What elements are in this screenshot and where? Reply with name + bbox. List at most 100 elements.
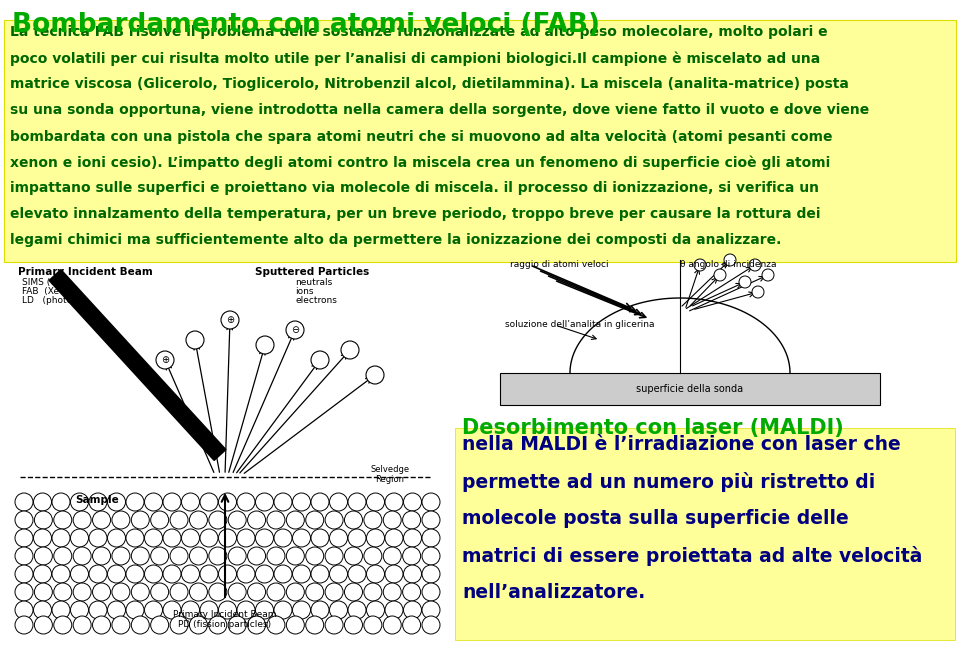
Circle shape: [403, 601, 421, 619]
Circle shape: [228, 511, 246, 529]
Circle shape: [181, 529, 200, 547]
Circle shape: [422, 493, 440, 511]
Circle shape: [422, 583, 440, 601]
Text: neutrals: neutrals: [295, 278, 332, 287]
Text: ⊖: ⊖: [291, 325, 300, 335]
Text: Primary Incident Beam: Primary Incident Beam: [18, 267, 153, 277]
Circle shape: [170, 583, 188, 601]
Circle shape: [329, 565, 348, 583]
Circle shape: [267, 511, 285, 529]
Circle shape: [694, 259, 706, 271]
Circle shape: [34, 493, 52, 511]
Circle shape: [348, 565, 366, 583]
Circle shape: [145, 565, 162, 583]
Circle shape: [163, 529, 181, 547]
Text: xenon e ioni cesio). L’impatto degli atomi contro la miscela crea un fenomeno di: xenon e ioni cesio). L’impatto degli ato…: [10, 155, 830, 170]
Circle shape: [293, 601, 310, 619]
Circle shape: [108, 529, 126, 547]
Circle shape: [170, 511, 188, 529]
Circle shape: [92, 511, 110, 529]
Circle shape: [383, 511, 401, 529]
Circle shape: [228, 583, 246, 601]
Circle shape: [15, 493, 33, 511]
Circle shape: [151, 511, 169, 529]
Text: elevato innalzamento della temperatura, per un breve periodo, troppo breve per c: elevato innalzamento della temperatura, …: [10, 207, 821, 221]
Circle shape: [200, 565, 218, 583]
Circle shape: [181, 601, 200, 619]
Circle shape: [219, 529, 236, 547]
Circle shape: [112, 583, 130, 601]
Circle shape: [367, 565, 385, 583]
Circle shape: [181, 565, 200, 583]
Circle shape: [403, 565, 421, 583]
Text: nell’analizzatore.: nell’analizzatore.: [462, 583, 645, 602]
Text: θ angolo di incidenza: θ angolo di incidenza: [680, 260, 777, 269]
Circle shape: [305, 511, 324, 529]
Circle shape: [89, 565, 107, 583]
Circle shape: [35, 616, 53, 634]
Circle shape: [108, 565, 126, 583]
Circle shape: [70, 493, 88, 511]
Circle shape: [385, 565, 403, 583]
Circle shape: [15, 616, 33, 634]
Circle shape: [367, 601, 385, 619]
Circle shape: [345, 616, 363, 634]
Circle shape: [54, 583, 72, 601]
Circle shape: [189, 583, 207, 601]
Circle shape: [329, 529, 348, 547]
Circle shape: [403, 529, 421, 547]
Circle shape: [311, 565, 329, 583]
Circle shape: [385, 529, 403, 547]
Circle shape: [367, 493, 385, 511]
Circle shape: [348, 601, 366, 619]
Circle shape: [402, 616, 420, 634]
Circle shape: [189, 511, 207, 529]
Text: matrici di essere proiettata ad alte velocità: matrici di essere proiettata ad alte vel…: [462, 546, 923, 566]
Circle shape: [325, 547, 343, 565]
Circle shape: [70, 529, 88, 547]
Circle shape: [293, 529, 310, 547]
Circle shape: [402, 583, 420, 601]
Text: permette ad un numero più ristretto di: permette ad un numero più ristretto di: [462, 472, 876, 492]
Text: Desorbimento con laser (MALDI): Desorbimento con laser (MALDI): [462, 418, 844, 438]
Circle shape: [305, 583, 324, 601]
Circle shape: [255, 493, 274, 511]
Circle shape: [403, 493, 421, 511]
Text: nella MALDI è l’irradiazione con laser che: nella MALDI è l’irradiazione con laser c…: [462, 435, 900, 454]
Circle shape: [89, 493, 107, 511]
Text: electrons: electrons: [295, 296, 337, 305]
Circle shape: [219, 565, 236, 583]
Text: Primary Incident Beam
PD (fission particles): Primary Incident Beam PD (fission partic…: [173, 610, 276, 629]
Circle shape: [311, 601, 329, 619]
Circle shape: [237, 493, 255, 511]
Circle shape: [714, 269, 726, 281]
Circle shape: [126, 493, 144, 511]
Text: matrice viscosa (Glicerolo, Tioglicerolo, Nitrobenzil alcol, dietilammina). La m: matrice viscosa (Glicerolo, Tioglicerolo…: [10, 77, 849, 91]
Circle shape: [15, 547, 33, 565]
Text: ⊕: ⊕: [161, 355, 169, 365]
Circle shape: [132, 547, 150, 565]
Circle shape: [200, 601, 218, 619]
Circle shape: [329, 601, 348, 619]
Circle shape: [348, 529, 366, 547]
Text: SIMS (Cs⁺): SIMS (Cs⁺): [22, 278, 69, 287]
Text: soluzione dell’analita in glicerina: soluzione dell’analita in glicerina: [505, 320, 655, 329]
Circle shape: [422, 616, 440, 634]
Circle shape: [132, 511, 150, 529]
Text: legami chimici ma sufficientemente alto da permettere la ionizzazione dei compos: legami chimici ma sufficientemente alto …: [10, 233, 781, 247]
Circle shape: [54, 547, 72, 565]
Circle shape: [132, 616, 150, 634]
Circle shape: [383, 583, 401, 601]
Circle shape: [186, 331, 204, 349]
Circle shape: [267, 583, 285, 601]
Text: La tecnica FAB risolve il problema delle sostanze funzionalizzate ad alto peso m: La tecnica FAB risolve il problema delle…: [10, 25, 828, 39]
Circle shape: [132, 583, 150, 601]
Circle shape: [145, 529, 162, 547]
Circle shape: [286, 616, 304, 634]
Circle shape: [52, 529, 70, 547]
Text: molecole posta sulla superficie delle: molecole posta sulla superficie delle: [462, 509, 849, 528]
Circle shape: [383, 547, 401, 565]
Circle shape: [73, 511, 91, 529]
Circle shape: [237, 565, 255, 583]
Circle shape: [221, 311, 239, 329]
